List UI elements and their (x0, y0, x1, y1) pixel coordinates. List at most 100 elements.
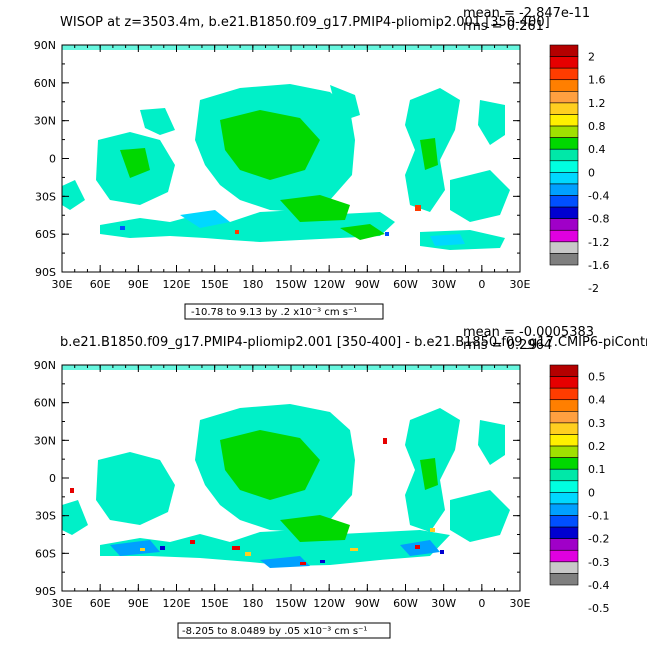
lon-label: 30E (52, 597, 73, 610)
lat-label: 30S (35, 510, 56, 523)
bottom-info-box (177, 622, 391, 639)
lon-label: 90E (128, 597, 149, 610)
colorbar-swatch (549, 241, 579, 254)
colorbar-swatch (549, 114, 579, 127)
colorbar-label: 0.8 (588, 120, 606, 133)
lon-label: 30E (52, 278, 73, 291)
colorbar-swatch (549, 44, 579, 57)
colorbar-swatch (549, 411, 579, 424)
colorbar-swatch (549, 160, 579, 173)
colorbar-label: -2 (588, 282, 599, 295)
lat-label: 60N (34, 397, 56, 410)
colorbar-label: -0.8 (588, 213, 609, 226)
lat-label: 30N (34, 115, 56, 128)
top-map-field (62, 45, 520, 250)
colorbar-label: 0 (588, 486, 595, 499)
colorbar-swatch (549, 172, 579, 185)
colorbar-label: -0.5 (588, 602, 609, 615)
top-map-ticks (61, 44, 521, 273)
colorbar-swatch (549, 206, 579, 219)
lon-label: 90W (355, 597, 380, 610)
lat-label: 90S (35, 585, 56, 598)
colorbar-swatch (549, 538, 579, 551)
bottom-info-label: -8.205 to 8.0489 by .05 x10⁻³ cm s⁻¹ (182, 626, 367, 637)
lat-label: 90N (34, 39, 56, 52)
lon-label: 180 (242, 597, 263, 610)
lat-label: 90S (35, 266, 56, 279)
colorbar-label: -0.2 (588, 533, 609, 546)
lon-label: 180 (242, 278, 263, 291)
top-info-label: -10.78 to 9.13 by .2 x10⁻³ cm s⁻¹ (191, 307, 357, 318)
colorbar-label: -1.6 (588, 259, 609, 272)
lon-label: 30E (510, 278, 531, 291)
lat-label: 60N (34, 77, 56, 90)
colorbar-label: 0.4 (588, 143, 606, 156)
colorbar-swatch (549, 229, 579, 243)
colorbar-swatch (549, 79, 579, 92)
lon-label: 120E (163, 278, 191, 291)
lat-label: 90N (34, 359, 56, 372)
colorbar-swatch (549, 445, 579, 458)
colorbar-swatch (549, 561, 579, 574)
colorbar-label: 1.6 (588, 74, 606, 87)
colorbar-swatch (549, 148, 579, 162)
colorbar-label: -0.4 (588, 579, 609, 592)
lon-label: 90W (355, 278, 380, 291)
top-info-box (184, 303, 384, 320)
colorbar-label: 0.2 (588, 440, 606, 453)
bottom-map-ticks (61, 364, 521, 592)
top-panel-mean: mean = -2.847e-11 (463, 6, 590, 21)
colorbar-swatch (549, 503, 579, 516)
bottom-map-lat-labels: 90N 60N 30N 0 30S 60S 90S (34, 359, 56, 598)
top-panel-title: WISOP at z=3503.4m, b.e21.B1850.f09_g17.… (60, 15, 550, 30)
colorbar-swatch (549, 364, 579, 377)
lon-label: 0 (478, 597, 485, 610)
lon-label: 90E (128, 278, 149, 291)
bottom-panel-rms: rms = 0.2964 (463, 338, 552, 353)
lon-label: 60W (393, 597, 418, 610)
bottom-colorbar (549, 364, 579, 586)
colorbar-label: -0.1 (588, 510, 609, 523)
colorbar-swatch (549, 102, 579, 115)
top-map-lon-labels: 30E 60E 90E 120E 150E 180 150W 120W 90W 60W 30W 0 30… (52, 278, 531, 291)
top-map-lat-labels: 90N 60N 30N 0 30S 60S 90S (34, 39, 56, 279)
top-colorbar (549, 44, 579, 266)
lon-label: 60W (393, 278, 418, 291)
lat-label: 0 (49, 153, 56, 166)
colorbar-swatch (549, 218, 579, 231)
colorbar-swatch (549, 480, 579, 493)
colorbar-label: -1.2 (588, 236, 609, 249)
bottom-map-panel: b.e21.B1850.f09_g17.PMIP4-pliomip2.001 [… (34, 325, 647, 639)
lon-label: 120W (313, 597, 345, 610)
colorbar-label: 0.5 (588, 371, 606, 384)
lon-label: 60E (90, 278, 111, 291)
colorbar-swatch (549, 253, 579, 266)
colorbar-swatch (549, 434, 579, 447)
lat-label: 60S (35, 547, 56, 560)
colorbar-swatch (549, 376, 579, 389)
colorbar-swatch (549, 56, 579, 69)
colorbar-swatch (549, 195, 579, 208)
colorbar-label: -0.3 (588, 556, 609, 569)
lon-label: 150W (275, 278, 307, 291)
bottom-panel-title: b.e21.B1850.f09_g17.PMIP4-pliomip2.001 [… (60, 335, 647, 350)
colorbar-swatch (549, 515, 579, 528)
bottom-map-lon-labels: 30E 60E 90E 120E 150E 180 150W 120W 90W 60W 30W 0 30… (52, 597, 531, 610)
colorbar-swatch (549, 549, 579, 563)
top-colorbar-labels: 2 1.6 1.2 0.8 0.4 0 -0.4 -0.8 -1.2 -1.6 -2 (588, 51, 609, 296)
colorbar-swatch (549, 468, 579, 482)
lat-label: 60S (35, 228, 56, 241)
lon-label: 150W (275, 597, 307, 610)
lat-label: 30S (35, 190, 56, 203)
colorbar-swatch (549, 387, 579, 401)
lat-label: 30N (34, 434, 56, 447)
lon-label: 30W (431, 597, 456, 610)
colorbar-label: 1.2 (588, 97, 606, 110)
bottom-map-field (62, 365, 520, 568)
lon-label: 120W (313, 278, 345, 291)
colorbar-swatch (549, 457, 579, 470)
colorbar-label: 0.1 (588, 463, 606, 476)
lon-label: 60E (90, 597, 111, 610)
colorbar-swatch (549, 399, 579, 412)
